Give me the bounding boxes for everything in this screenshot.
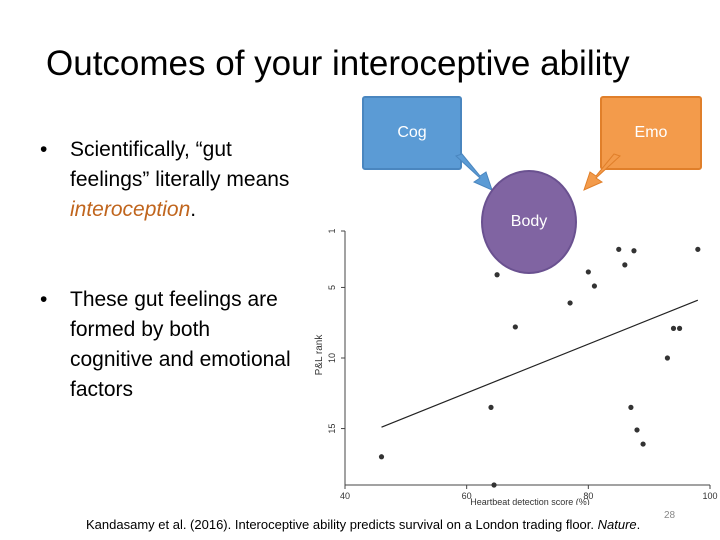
- data-point: [628, 404, 634, 410]
- data-point: [491, 482, 497, 488]
- citation-journal: Nature: [597, 517, 637, 532]
- data-point: [640, 441, 646, 447]
- x-tick-label: 100: [702, 491, 717, 501]
- x-tick-label: 40: [340, 491, 350, 501]
- y-tick-label: 10: [327, 353, 337, 363]
- page-number: 28: [664, 510, 676, 521]
- data-point: [378, 454, 385, 460]
- data-point: [512, 324, 518, 330]
- emo-arrow: [583, 153, 621, 191]
- body-label: Body: [510, 213, 548, 230]
- data-point: [631, 248, 637, 254]
- emo-label: Emo: [634, 124, 668, 141]
- bullet1-end: .: [190, 198, 197, 221]
- data-point: [670, 325, 677, 331]
- data-point: [585, 269, 591, 275]
- bullet-gut-feelings: Scientifically, “gut feelings” literally…: [40, 135, 295, 225]
- y-axis-label: P&L rank: [314, 334, 325, 376]
- bullet1-text: Scientifically, “gut feelings” literally…: [70, 138, 290, 191]
- data-point: [567, 300, 573, 306]
- y-tick-label: 1: [327, 228, 337, 233]
- y-tick-label: 5: [327, 285, 337, 290]
- body-circle: Body: [481, 170, 577, 274]
- x-tick-label: 80: [583, 491, 593, 501]
- data-point: [664, 355, 671, 361]
- cog-label: Cog: [397, 124, 427, 141]
- bullet1-emphasis: interoception: [70, 198, 191, 221]
- trend-line: [381, 299, 699, 428]
- y-tick-label: 15: [327, 424, 337, 434]
- x-axis-label: Heartbeat detection score (%): [470, 497, 590, 505]
- citation-end: .: [636, 517, 641, 532]
- data-point: [695, 246, 701, 252]
- cog-arrow: [455, 153, 493, 191]
- data-point: [622, 262, 628, 268]
- data-point: [591, 283, 598, 289]
- data-point: [494, 272, 500, 278]
- data-point: [488, 404, 494, 410]
- citation: Kandasamy et al. (2016). Interoceptive a…: [86, 517, 640, 532]
- bullet-factors: These gut feelings are formed by both co…: [40, 285, 295, 405]
- slide-title: Outcomes of your interoceptive ability: [46, 44, 630, 83]
- data-point: [676, 325, 683, 331]
- cog-box: Cog: [362, 96, 462, 170]
- data-point: [616, 246, 622, 252]
- x-tick-labels: 40 60 80 100: [340, 485, 718, 501]
- bullet-list: Scientifically, “gut feelings” literally…: [40, 135, 295, 405]
- citation-text: Kandasamy et al. (2016). Interoceptive a…: [86, 517, 598, 532]
- arrows: [455, 153, 621, 191]
- data-points: [378, 246, 701, 488]
- data-point: [634, 427, 640, 433]
- x-tick-label: 60: [462, 491, 472, 501]
